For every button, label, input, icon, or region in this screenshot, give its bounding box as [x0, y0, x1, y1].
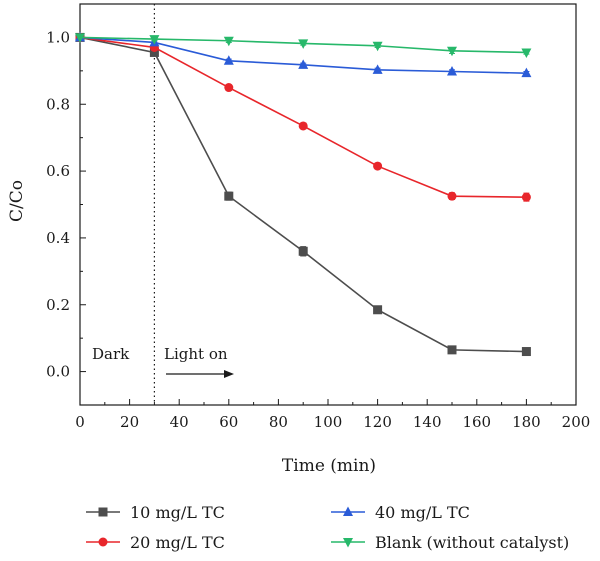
plot-frame	[79, 3, 577, 406]
data-point	[224, 191, 234, 201]
x-tick-label: 80	[269, 413, 288, 431]
y-tick-label: 0.4	[46, 229, 70, 247]
legend-marker	[343, 538, 353, 548]
series-4	[75, 33, 532, 58]
series-line	[79, 36, 527, 353]
x-tick-label: 0	[75, 413, 85, 431]
light-on-annotation: Light on	[164, 345, 228, 363]
data-point	[75, 33, 85, 43]
x-tick-label: 60	[219, 413, 238, 431]
data-point	[149, 47, 159, 57]
legend-item-4: Blank (without catalyst)	[331, 533, 569, 552]
x-tick-label: 160	[462, 413, 491, 431]
y-tick-label: 0.0	[46, 363, 70, 381]
data-point	[298, 59, 309, 69]
legend-label: 20 mg/L TC	[130, 533, 225, 552]
y-tick-label: 0.8	[46, 95, 70, 113]
legend-marker	[98, 537, 108, 547]
data-point	[521, 67, 532, 78]
series-group	[75, 31, 532, 357]
x-tick-label: 20	[120, 413, 139, 431]
x-tick-label: 140	[413, 413, 442, 431]
legend-label: 40 mg/L TC	[375, 503, 470, 522]
legend-item-3: 40 mg/L TC	[331, 503, 470, 522]
data-point	[223, 55, 234, 65]
y-axis-title: C/Co	[7, 180, 27, 222]
data-point	[373, 161, 383, 171]
data-point	[224, 83, 234, 93]
x-tick-label: 40	[170, 413, 189, 431]
data-point	[223, 36, 234, 47]
data-point	[447, 191, 457, 201]
y-tick-label: 0.2	[46, 296, 70, 314]
data-point	[298, 39, 309, 49]
series-2	[75, 32, 531, 202]
light-on-arrow-head	[224, 370, 234, 378]
dark-annotation: Dark	[92, 345, 130, 363]
data-point	[447, 46, 457, 57]
x-axis-title: Time (min)	[282, 456, 376, 476]
series-1	[75, 32, 531, 357]
data-point	[372, 41, 383, 52]
data-point	[447, 345, 457, 355]
x-tick-label: 120	[363, 413, 392, 431]
y-tick-label: 1.0	[46, 28, 70, 46]
data-point	[521, 48, 532, 58]
data-point	[298, 121, 308, 131]
x-tick-label: 100	[314, 413, 343, 431]
data-point	[447, 66, 457, 76]
legend-item-1: 10 mg/L TC	[86, 503, 225, 522]
legend-marker	[98, 507, 108, 517]
legend: 10 mg/L TC 20 mg/L TC 40 mg/L TC Blank (wit…	[86, 503, 569, 552]
x-tick-label: 200	[562, 413, 591, 431]
legend-label: 10 mg/L TC	[130, 503, 225, 522]
legend-label: Blank (without catalyst)	[375, 533, 569, 552]
data-point	[373, 305, 383, 315]
data-point	[149, 35, 160, 45]
legend-item-2: 20 mg/L TC	[86, 533, 225, 552]
data-point	[521, 347, 531, 357]
data-point	[521, 192, 531, 202]
axes-group: 0 20 40 60 80 100 120 140 160 180 200 0.0 0.2 0.4 0.6 0…	[46, 3, 591, 431]
y-tick-label: 0.6	[46, 162, 70, 180]
legend-marker	[343, 506, 353, 516]
data-point	[372, 64, 383, 74]
data-point	[298, 246, 308, 256]
x-tick-label: 180	[512, 413, 541, 431]
